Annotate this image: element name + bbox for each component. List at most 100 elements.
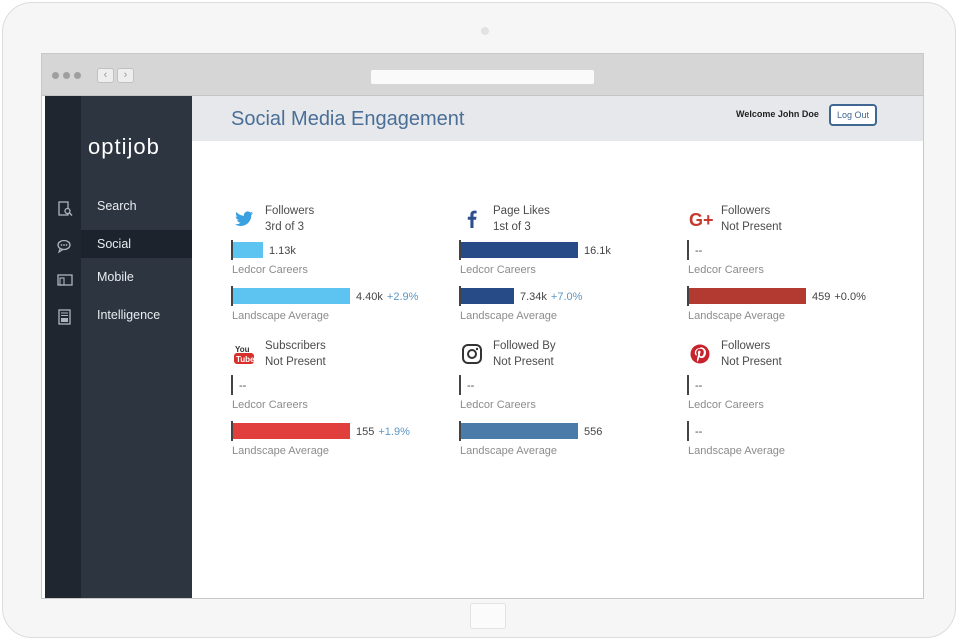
metric-card-pinterest: Followers Not Present -- Ledcor Careers -- La… bbox=[687, 335, 907, 465]
metric-rank: Not Present bbox=[265, 356, 326, 368]
bar-axis bbox=[231, 286, 233, 306]
metric-label: Followers bbox=[721, 205, 771, 217]
company-value: -- bbox=[467, 378, 474, 394]
bar-axis bbox=[459, 421, 461, 441]
icon-rail bbox=[45, 96, 81, 598]
twitter-icon bbox=[233, 208, 255, 230]
document-search-icon[interactable] bbox=[57, 201, 73, 217]
average-bar bbox=[461, 288, 514, 304]
metric-label: Followed By bbox=[493, 340, 556, 352]
camera-icon bbox=[481, 27, 489, 35]
instagram-icon bbox=[461, 343, 483, 365]
value-text: 556 bbox=[584, 426, 603, 438]
value-text: -- bbox=[695, 245, 703, 257]
window-dot-icon[interactable] bbox=[63, 72, 70, 79]
svg-text:Tube: Tube bbox=[236, 355, 255, 364]
average-value: 556 bbox=[584, 424, 602, 440]
browser-toolbar: ‹ › bbox=[42, 54, 923, 96]
browser-window: ‹ › optijob Search Social Mobile Intelli… bbox=[41, 53, 924, 599]
report-icon[interactable] bbox=[57, 309, 73, 325]
average-label: Landscape Average bbox=[460, 310, 558, 322]
bar-axis bbox=[687, 240, 689, 260]
value-text: -- bbox=[695, 380, 703, 392]
change-text: +7.0% bbox=[550, 291, 583, 303]
metric-rank: 1st of 3 bbox=[493, 221, 531, 233]
company-label: Ledcor Careers bbox=[460, 399, 536, 411]
page-title: Social Media Engagement bbox=[231, 108, 465, 130]
value-text: 16.1k bbox=[584, 245, 611, 257]
change-text: +0.0% bbox=[834, 291, 866, 303]
svg-text:You: You bbox=[235, 345, 250, 354]
bar-axis bbox=[459, 240, 461, 260]
bar-axis bbox=[687, 286, 689, 306]
company-label: Ledcor Careers bbox=[232, 399, 308, 411]
company-value: 16.1k bbox=[584, 243, 611, 259]
sidebar-item-social[interactable]: Social bbox=[81, 230, 192, 258]
bar-axis bbox=[231, 240, 233, 260]
average-value: 7.34k +7.0% bbox=[520, 289, 582, 305]
company-value: -- bbox=[695, 378, 702, 394]
company-value: 1.13k bbox=[269, 243, 296, 259]
average-value: 155 +1.9% bbox=[356, 424, 410, 440]
metric-label: Subscribers bbox=[265, 340, 326, 352]
bar-axis bbox=[687, 375, 689, 395]
average-value: -- bbox=[695, 424, 702, 440]
metric-card-youtube: You Tube Subscribers Not Present -- Ledcor Ca… bbox=[231, 335, 451, 465]
metric-label: Followers bbox=[721, 340, 771, 352]
window-dot-icon[interactable] bbox=[74, 72, 81, 79]
google-plus-icon: G+ bbox=[689, 208, 714, 230]
sidebar bbox=[81, 96, 192, 598]
value-text: 155 bbox=[356, 426, 375, 438]
average-label: Landscape Average bbox=[688, 445, 786, 457]
log-out-button[interactable]: Log Out bbox=[829, 104, 877, 126]
average-label: Landscape Average bbox=[460, 445, 558, 457]
average-label: Landscape Average bbox=[232, 310, 330, 322]
company-label: Ledcor Careers bbox=[460, 264, 536, 276]
metric-label: Page Likes bbox=[493, 205, 550, 217]
address-bar[interactable] bbox=[371, 70, 594, 84]
company-value: -- bbox=[239, 378, 246, 394]
metric-card-google: G+ Followers Not Present -- Ledcor Careers 45… bbox=[687, 200, 907, 330]
metric-rank: Not Present bbox=[721, 221, 782, 233]
company-value: -- bbox=[695, 243, 702, 259]
forward-button[interactable]: › bbox=[117, 68, 134, 83]
average-bar bbox=[689, 288, 806, 304]
metric-card-instagram: Followed By Not Present -- Ledcor Careers 55… bbox=[459, 335, 679, 465]
youtube-icon: You Tube bbox=[233, 343, 255, 365]
welcome-text: Welcome John Doe bbox=[736, 109, 819, 119]
average-label: Landscape Average bbox=[232, 445, 330, 457]
value-text: 4.40k bbox=[356, 291, 383, 303]
sidebar-item-intelligence[interactable]: Intelligence bbox=[97, 308, 161, 322]
metric-rank: Not Present bbox=[721, 356, 782, 368]
average-bar bbox=[233, 423, 350, 439]
average-value: 4.40k +2.9% bbox=[356, 289, 418, 305]
pinterest-icon bbox=[689, 343, 711, 365]
bar-axis bbox=[231, 421, 233, 441]
window-dot-icon[interactable] bbox=[52, 72, 59, 79]
company-bar bbox=[233, 242, 263, 258]
home-button[interactable] bbox=[470, 603, 506, 629]
optijob-logo[interactable]: optijob bbox=[88, 134, 160, 159]
company-label: Ledcor Careers bbox=[688, 264, 764, 276]
metric-card-twitter: Followers 3rd of 3 1.13k Ledcor Careers 4.40… bbox=[231, 200, 451, 330]
sidebar-item-mobile[interactable]: Mobile bbox=[97, 270, 134, 284]
company-bar bbox=[461, 242, 578, 258]
svg-text:G+: G+ bbox=[689, 210, 714, 230]
metric-rank: 3rd of 3 bbox=[265, 221, 304, 233]
metric-card-facebook: Page Likes 1st of 3 16.1k Ledcor Careers 7.3… bbox=[459, 200, 679, 330]
sidebar-item-search[interactable]: Search bbox=[97, 199, 137, 213]
change-text: +1.9% bbox=[378, 426, 410, 438]
chat-bubbles-icon[interactable] bbox=[57, 238, 73, 254]
company-label: Ledcor Careers bbox=[232, 264, 308, 276]
company-label: Ledcor Careers bbox=[688, 399, 764, 411]
back-button[interactable]: ‹ bbox=[97, 68, 114, 83]
average-bar bbox=[233, 288, 350, 304]
average-value: 459 +0.0% bbox=[812, 289, 866, 305]
value-text: 1.13k bbox=[269, 245, 296, 257]
mobile-device-icon[interactable] bbox=[57, 272, 73, 288]
bar-axis bbox=[231, 375, 233, 395]
average-label: Landscape Average bbox=[688, 310, 786, 322]
value-text: -- bbox=[467, 380, 475, 392]
value-text: 459 bbox=[812, 291, 831, 303]
